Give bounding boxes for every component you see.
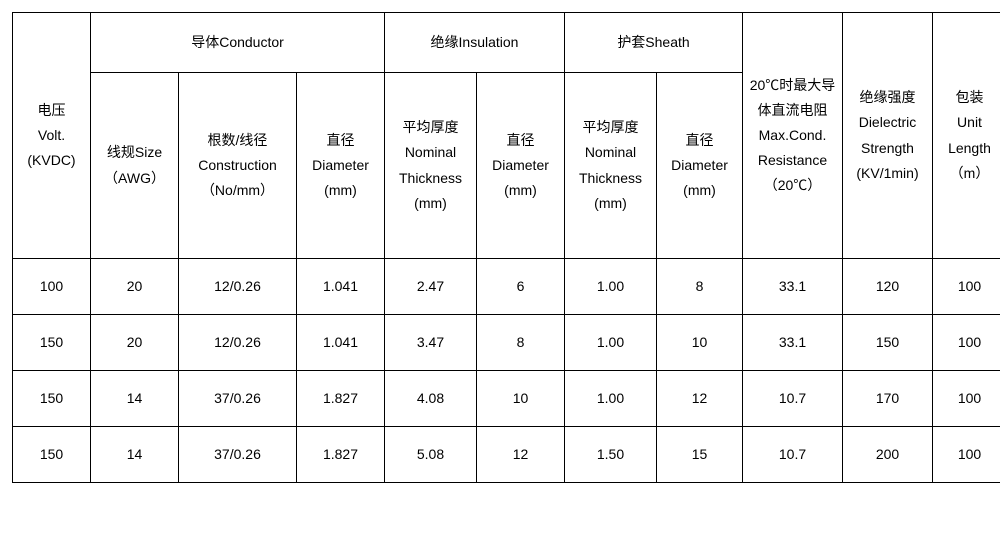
cell-dielectric: 150 xyxy=(843,315,933,371)
table-row: 150 20 12/0.26 1.041 3.47 8 1.00 10 33.1… xyxy=(13,315,1000,371)
cable-spec-table: 电压 Volt. (KVDC) 导体Conductor 绝缘Insulation… xyxy=(12,12,1000,483)
header-construction: 根数/线径 Construction （No/mm） xyxy=(179,73,297,259)
header-voltage: 电压 Volt. (KVDC) xyxy=(13,13,91,259)
cell-awg: 20 xyxy=(91,315,179,371)
cell-construction: 37/0.26 xyxy=(179,427,297,483)
cell-sheath-diameter: 10 xyxy=(657,315,743,371)
cell-sheath-diameter: 8 xyxy=(657,259,743,315)
cell-voltage: 100 xyxy=(13,259,91,315)
cell-sheath-thickness: 1.50 xyxy=(565,427,657,483)
cell-insulation-thickness: 3.47 xyxy=(385,315,477,371)
cell-insulation-thickness: 2.47 xyxy=(385,259,477,315)
cell-insulation-diameter: 12 xyxy=(477,427,565,483)
header-conductor-group: 导体Conductor xyxy=(91,13,385,73)
cell-insulation-diameter: 8 xyxy=(477,315,565,371)
cell-resistance: 33.1 xyxy=(743,315,843,371)
table-body: 100 20 12/0.26 1.041 2.47 6 1.00 8 33.1 … xyxy=(13,259,1000,483)
cell-resistance: 33.1 xyxy=(743,259,843,315)
header-unit-length: 包装 Unit Length （m） xyxy=(933,13,1000,259)
cell-resistance: 10.7 xyxy=(743,427,843,483)
cell-construction: 37/0.26 xyxy=(179,371,297,427)
cell-sheath-thickness: 1.00 xyxy=(565,315,657,371)
cell-dielectric: 170 xyxy=(843,371,933,427)
cell-awg: 14 xyxy=(91,371,179,427)
header-insulation-diameter: 直径 Diameter (mm) xyxy=(477,73,565,259)
cell-awg: 14 xyxy=(91,427,179,483)
header-row-groups: 电压 Volt. (KVDC) 导体Conductor 绝缘Insulation… xyxy=(13,13,1000,73)
cell-unit-length: 100 xyxy=(933,315,1000,371)
header-conductor-diameter: 直径 Diameter (mm) xyxy=(297,73,385,259)
table-row: 150 14 37/0.26 1.827 4.08 10 1.00 12 10.… xyxy=(13,371,1000,427)
header-insulation-thickness: 平均厚度 Nominal Thickness (mm) xyxy=(385,73,477,259)
cell-sheath-diameter: 12 xyxy=(657,371,743,427)
cell-unit-length: 100 xyxy=(933,427,1000,483)
table-row: 100 20 12/0.26 1.041 2.47 6 1.00 8 33.1 … xyxy=(13,259,1000,315)
cell-insulation-thickness: 4.08 xyxy=(385,371,477,427)
cell-conductor-diameter: 1.041 xyxy=(297,259,385,315)
cell-construction: 12/0.26 xyxy=(179,315,297,371)
cell-sheath-thickness: 1.00 xyxy=(565,259,657,315)
header-resistance: 20℃时最大导 体直流电阻 Max.Cond. Resistance （20℃） xyxy=(743,13,843,259)
cell-unit-length: 100 xyxy=(933,371,1000,427)
header-sheath-thickness: 平均厚度 Nominal Thickness (mm) xyxy=(565,73,657,259)
cell-resistance: 10.7 xyxy=(743,371,843,427)
cell-insulation-diameter: 10 xyxy=(477,371,565,427)
cell-unit-length: 100 xyxy=(933,259,1000,315)
header-sheath-group: 护套Sheath xyxy=(565,13,743,73)
cell-construction: 12/0.26 xyxy=(179,259,297,315)
table-row: 150 14 37/0.26 1.827 5.08 12 1.50 15 10.… xyxy=(13,427,1000,483)
cell-sheath-thickness: 1.00 xyxy=(565,371,657,427)
cell-dielectric: 120 xyxy=(843,259,933,315)
header-insulation-group: 绝缘Insulation xyxy=(385,13,565,73)
cell-conductor-diameter: 1.827 xyxy=(297,371,385,427)
header-sheath-diameter: 直径 Diameter (mm) xyxy=(657,73,743,259)
header-awg: 线规Size （AWG） xyxy=(91,73,179,259)
cell-sheath-diameter: 15 xyxy=(657,427,743,483)
cell-conductor-diameter: 1.041 xyxy=(297,315,385,371)
cell-voltage: 150 xyxy=(13,315,91,371)
cell-insulation-thickness: 5.08 xyxy=(385,427,477,483)
cell-awg: 20 xyxy=(91,259,179,315)
cell-insulation-diameter: 6 xyxy=(477,259,565,315)
cell-voltage: 150 xyxy=(13,371,91,427)
cell-conductor-diameter: 1.827 xyxy=(297,427,385,483)
header-dielectric: 绝缘强度 Dielectric Strength (KV/1min) xyxy=(843,13,933,259)
cell-dielectric: 200 xyxy=(843,427,933,483)
cell-voltage: 150 xyxy=(13,427,91,483)
